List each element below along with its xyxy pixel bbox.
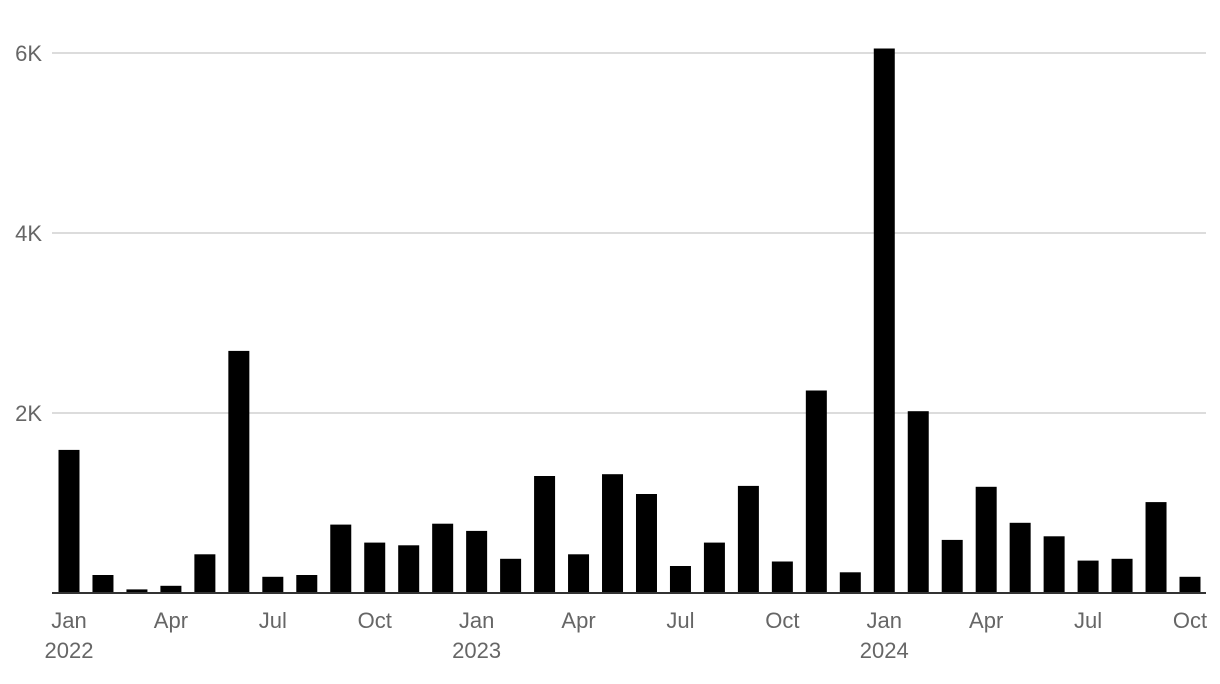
x-tick-label: Oct — [1173, 608, 1207, 633]
bar-2022-11 — [398, 545, 420, 593]
x-tick-label: Oct — [765, 608, 799, 633]
x-tick-label: Apr — [969, 608, 1003, 633]
bar-2023-03 — [534, 476, 556, 593]
x-tick-label: Apr — [561, 608, 595, 633]
bar-2024-10 — [1179, 576, 1201, 593]
bar-2022-01 — [58, 449, 80, 593]
x-tick-year-label: 2022 — [45, 638, 94, 663]
bar-2022-02 — [92, 575, 114, 593]
bar-2023-11 — [805, 390, 827, 593]
x-tick-label: Jan — [51, 608, 86, 633]
bar-2022-12 — [432, 523, 454, 593]
bar-2023-07 — [669, 566, 691, 593]
y-tick-label: 4K — [15, 221, 42, 246]
y-tick-label: 6K — [15, 41, 42, 66]
bar-2022-04 — [160, 585, 182, 593]
bar-2024-02 — [907, 411, 929, 593]
x-axis-labels: Jan 2022 Apr Jul Oct Jan 2023 Apr Jul Oct Jan 2024 A… — [45, 608, 1208, 663]
gridlines — [52, 52, 1206, 414]
bar-2022-09 — [330, 524, 352, 593]
bar-2023-02 — [500, 558, 522, 593]
bar-2023-04 — [568, 554, 590, 593]
x-tick-label: Jul — [666, 608, 694, 633]
bar-2024-08 — [1111, 558, 1133, 593]
bar-2023-12 — [839, 572, 861, 593]
bar-2024-09 — [1145, 502, 1167, 593]
x-tick-year-label: 2023 — [452, 638, 501, 663]
bar-2023-06 — [635, 494, 657, 593]
bar-2023-10 — [771, 561, 793, 593]
x-tick-label: Jul — [259, 608, 287, 633]
x-tick-label: Oct — [358, 608, 392, 633]
bar-2022-03 — [126, 589, 148, 593]
bar-2024-07 — [1077, 560, 1099, 593]
bar-2024-03 — [941, 539, 963, 593]
bar-2022-06 — [228, 350, 250, 593]
bar-2023-09 — [737, 485, 759, 593]
y-tick-label: 2K — [15, 401, 42, 426]
bar-2024-04 — [975, 486, 997, 593]
y-axis-labels: 2K 4K 6K — [15, 41, 42, 426]
bar-2024-05 — [1009, 522, 1031, 593]
bar-2024-06 — [1043, 536, 1065, 593]
bar-2023-01 — [466, 530, 488, 593]
x-tick-label: Jul — [1074, 608, 1102, 633]
bar-2022-10 — [364, 542, 386, 593]
bar-2022-05 — [194, 554, 216, 593]
bar-2023-08 — [703, 542, 725, 593]
x-tick-label: Jan — [459, 608, 494, 633]
bar-2023-05 — [602, 474, 624, 593]
x-tick-year-label: 2024 — [860, 638, 909, 663]
bar-2022-07 — [262, 576, 284, 593]
x-tick-label: Jan — [867, 608, 902, 633]
bar-2022-08 — [296, 575, 318, 593]
bars — [58, 48, 1201, 593]
bar-2024-01 — [873, 48, 895, 593]
x-tick-label: Apr — [154, 608, 188, 633]
